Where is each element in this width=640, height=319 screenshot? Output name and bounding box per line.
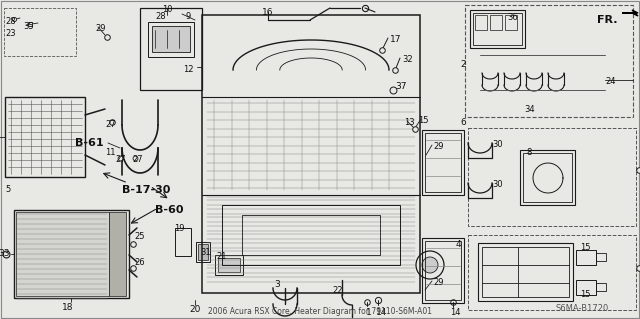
Text: 25: 25 xyxy=(134,232,145,241)
Bar xyxy=(140,8,202,90)
Text: 35: 35 xyxy=(23,22,34,31)
Bar xyxy=(425,133,461,192)
Bar xyxy=(218,258,240,272)
Text: 26: 26 xyxy=(134,258,145,267)
Text: 11: 11 xyxy=(105,148,115,157)
Bar xyxy=(196,242,210,262)
Bar xyxy=(175,228,191,256)
Bar xyxy=(473,13,522,45)
Text: B-60: B-60 xyxy=(155,205,184,215)
Bar xyxy=(482,247,569,297)
Bar xyxy=(16,212,109,296)
Text: 23: 23 xyxy=(5,29,15,38)
Bar xyxy=(505,15,517,30)
Bar xyxy=(576,250,596,265)
Text: 34: 34 xyxy=(525,105,535,114)
Text: 1: 1 xyxy=(366,308,372,317)
Text: 22: 22 xyxy=(332,286,342,295)
Text: 31: 31 xyxy=(200,248,211,257)
Text: 29: 29 xyxy=(433,278,444,287)
Text: B-17-30: B-17-30 xyxy=(122,185,170,195)
Bar xyxy=(470,10,525,48)
Bar xyxy=(222,205,400,265)
Bar xyxy=(152,26,190,52)
Text: 28: 28 xyxy=(5,17,15,26)
Text: 14: 14 xyxy=(376,308,387,317)
Text: 15: 15 xyxy=(580,290,591,299)
Text: 14: 14 xyxy=(450,308,461,317)
Text: 27: 27 xyxy=(115,155,125,164)
Text: 8: 8 xyxy=(526,148,531,157)
Text: 6: 6 xyxy=(460,118,466,127)
Text: 4: 4 xyxy=(456,240,461,249)
Text: 2: 2 xyxy=(460,60,466,69)
Text: 37: 37 xyxy=(395,82,406,91)
Text: B-61: B-61 xyxy=(75,138,104,148)
Bar xyxy=(148,22,194,57)
Circle shape xyxy=(422,257,438,273)
Bar xyxy=(576,280,596,295)
Text: FR.: FR. xyxy=(597,15,618,25)
Bar xyxy=(596,283,606,291)
Bar xyxy=(468,128,636,226)
Bar xyxy=(109,212,126,296)
Text: 10: 10 xyxy=(162,5,172,14)
Text: 28: 28 xyxy=(155,12,166,21)
Bar xyxy=(422,130,464,195)
Bar xyxy=(14,210,129,298)
Bar xyxy=(215,255,243,275)
Bar xyxy=(490,15,502,30)
Text: 27: 27 xyxy=(132,155,143,164)
Text: 17: 17 xyxy=(390,35,401,44)
Text: 3: 3 xyxy=(274,280,280,289)
Text: 29: 29 xyxy=(433,142,444,151)
Text: 36: 36 xyxy=(507,13,518,22)
Bar xyxy=(198,244,208,260)
Text: 29: 29 xyxy=(95,24,106,33)
Circle shape xyxy=(416,251,444,279)
Bar xyxy=(465,5,633,117)
Text: 33: 33 xyxy=(0,249,10,258)
Text: S6MA-B1720: S6MA-B1720 xyxy=(555,304,608,313)
Text: 9: 9 xyxy=(185,12,190,21)
Text: 13: 13 xyxy=(404,118,415,127)
Bar xyxy=(202,15,420,293)
Text: 16: 16 xyxy=(262,8,274,17)
Bar xyxy=(422,238,464,303)
Text: 27: 27 xyxy=(105,120,116,129)
Text: 15: 15 xyxy=(418,116,429,125)
Text: 30: 30 xyxy=(492,180,502,189)
Text: 32: 32 xyxy=(402,55,413,64)
Bar xyxy=(520,150,575,205)
Bar xyxy=(596,253,606,261)
Text: 15: 15 xyxy=(580,243,591,252)
Bar xyxy=(5,97,85,177)
Polygon shape xyxy=(622,10,638,16)
Text: 19: 19 xyxy=(174,224,184,233)
Text: 12: 12 xyxy=(184,65,194,74)
Text: 24: 24 xyxy=(605,77,616,86)
Bar xyxy=(468,235,636,310)
Bar xyxy=(425,241,461,300)
Text: 21: 21 xyxy=(216,252,227,261)
Text: 30: 30 xyxy=(492,140,502,149)
Bar xyxy=(475,15,487,30)
Bar xyxy=(4,8,76,56)
Text: 20: 20 xyxy=(189,305,201,314)
Bar xyxy=(523,153,572,202)
Bar xyxy=(478,243,573,301)
Text: 2006 Acura RSX Core, Heater Diagram for 79110-S6M-A01: 2006 Acura RSX Core, Heater Diagram for … xyxy=(208,307,432,316)
Text: 5: 5 xyxy=(5,185,10,194)
Bar xyxy=(242,215,380,255)
Text: 18: 18 xyxy=(62,303,74,312)
